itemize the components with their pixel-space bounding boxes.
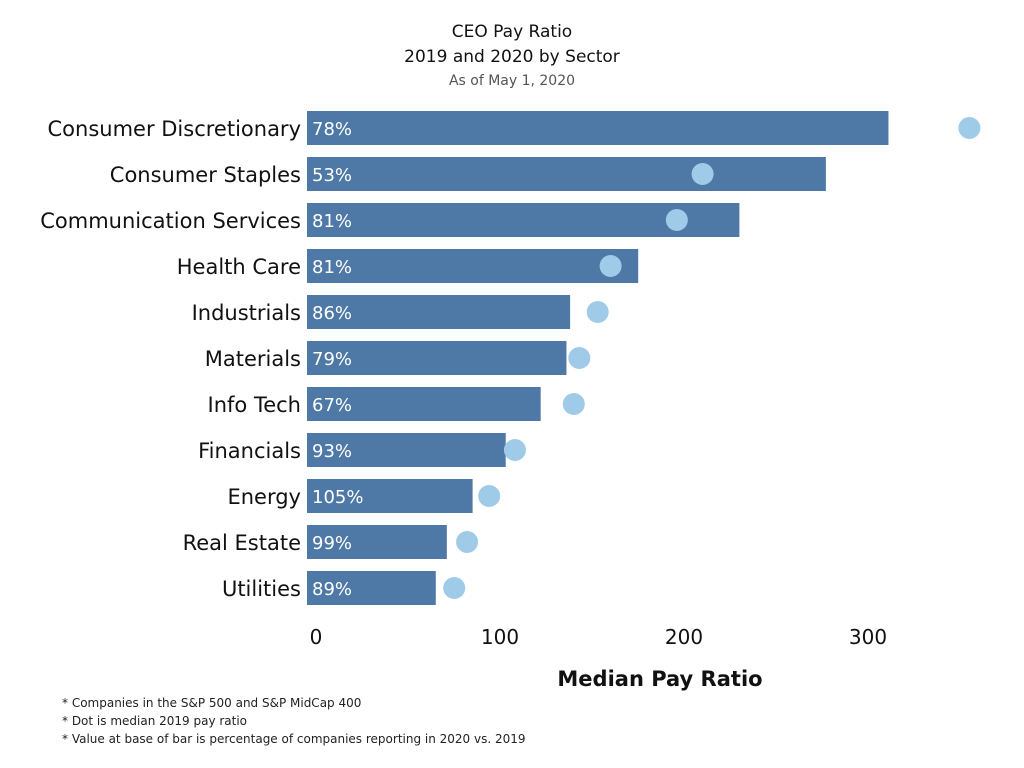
x-tick-label: 300 — [849, 625, 887, 649]
category-label: Info Tech — [208, 393, 301, 417]
category-labels: Consumer Discretionary Consumer Staples Co… — [40, 117, 301, 601]
category-label: Communication Services — [40, 209, 301, 233]
x-tick-label: 0 — [310, 625, 323, 649]
footnote: * Value at base of bar is percentage of … — [62, 732, 526, 746]
bar — [307, 111, 889, 145]
bar — [307, 571, 436, 605]
x-tick-label: 200 — [665, 625, 703, 649]
dot-marker — [456, 531, 479, 553]
dot-marker — [958, 117, 981, 139]
dot-marker — [443, 577, 466, 599]
x-axis-ticks: 0 100 200 300 — [310, 625, 887, 649]
bars-layer — [307, 111, 889, 605]
bar — [307, 249, 639, 283]
bar-value-labels: 78% 53% 81% 81% 86% 79% 67% 93% 105% 99% 89% — [312, 119, 363, 600]
bar — [307, 479, 473, 513]
x-axis-label: Median Pay Ratio — [557, 667, 762, 691]
dot-marker — [599, 255, 622, 277]
bar-value-label: 86% — [312, 303, 352, 324]
footnote: * Companies in the S&P 500 and S&P MidCa… — [62, 696, 362, 710]
dot-marker — [568, 347, 591, 369]
footnote: * Dot is median 2019 pay ratio — [62, 714, 248, 728]
bar — [307, 341, 567, 375]
chart-date-note: As of May 1, 2020 — [448, 73, 576, 89]
bar — [307, 525, 447, 559]
dot-marker — [503, 439, 526, 461]
dot-marker — [691, 163, 714, 185]
x-tick-label: 100 — [481, 625, 519, 649]
bar-value-label: 67% — [312, 395, 352, 416]
category-label: Consumer Staples — [110, 163, 301, 187]
chart-titles: CEO Pay Ratio 2019 and 2020 by Sector As… — [0, 20, 1024, 92]
bar — [307, 387, 541, 421]
dot-marker — [665, 209, 688, 231]
bar-value-label: 93% — [312, 441, 352, 462]
bar — [307, 157, 826, 191]
category-label: Materials — [205, 347, 301, 371]
dot-marker — [586, 301, 609, 323]
category-label: Utilities — [222, 577, 301, 601]
category-label: Real Estate — [183, 531, 301, 555]
dot-marker — [562, 393, 585, 415]
bar-value-label: 81% — [312, 257, 352, 278]
chart-subtitle: 2019 and 2020 by Sector — [404, 47, 620, 67]
bar-value-label: 99% — [312, 533, 352, 554]
chart-title: CEO Pay Ratio — [451, 22, 573, 42]
bar — [307, 295, 571, 329]
category-label: Energy — [227, 485, 301, 509]
bar-value-label: 79% — [312, 349, 352, 370]
bar-value-label: 78% — [312, 119, 352, 140]
dot-marker — [478, 485, 501, 507]
category-label: Health Care — [177, 255, 301, 279]
bar-value-label: 53% — [312, 165, 352, 186]
dots-layer — [443, 117, 981, 599]
bar — [307, 433, 506, 467]
category-label: Financials — [198, 439, 301, 463]
bar-value-label: 81% — [312, 211, 352, 232]
category-label: Industrials — [192, 301, 301, 325]
bar-value-label: 89% — [312, 579, 352, 600]
category-label: Consumer Discretionary — [48, 117, 302, 141]
bar-value-label: 105% — [312, 487, 363, 508]
footnotes: * Companies in the S&P 500 and S&P MidCa… — [62, 694, 526, 748]
